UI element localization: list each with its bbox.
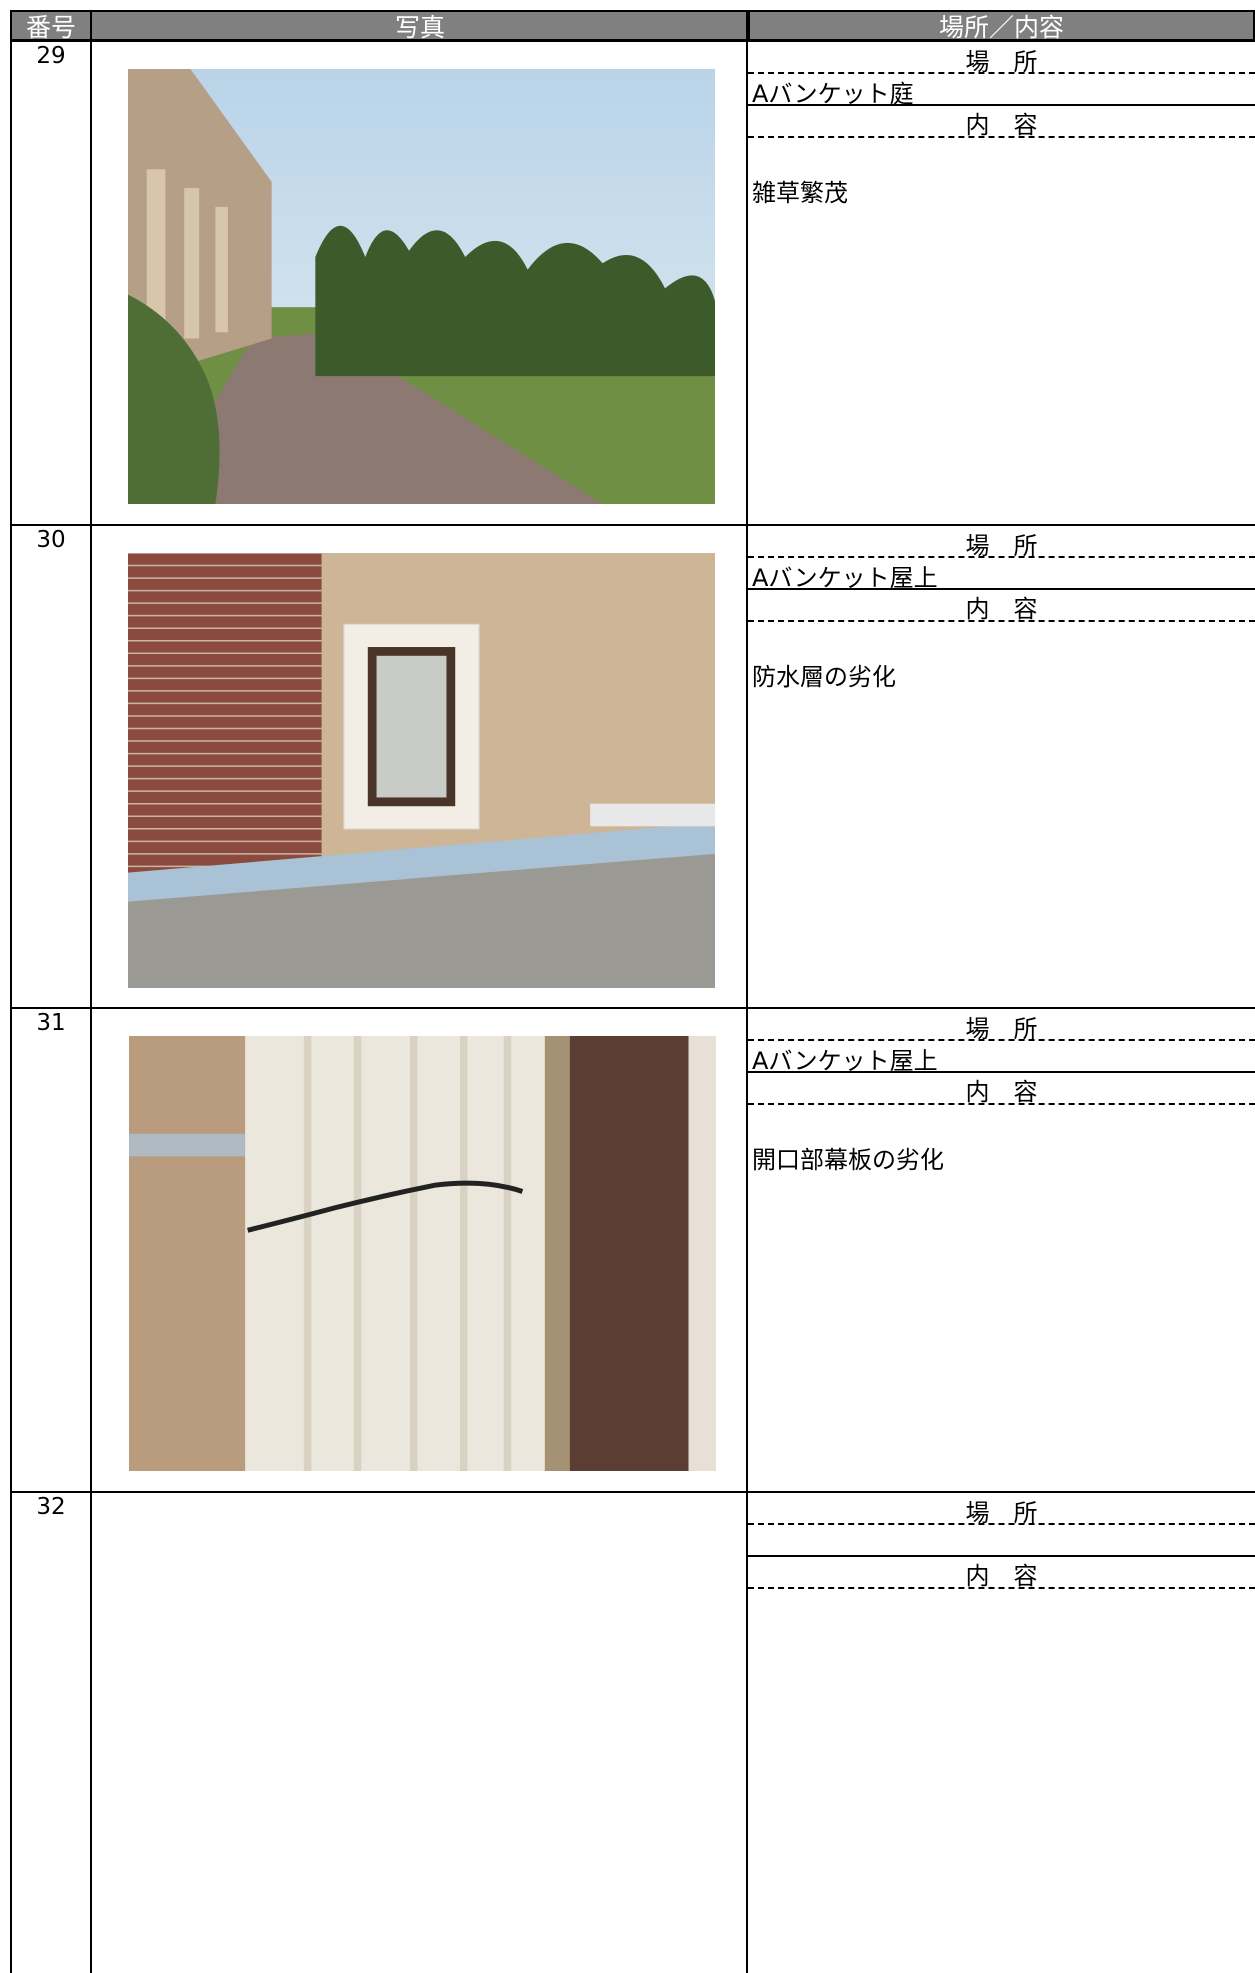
photo [129, 1036, 716, 1471]
header-place-content: 場所／内容 [748, 10, 1255, 42]
divider [748, 588, 1255, 590]
divider [748, 136, 1255, 138]
divider [748, 1039, 1255, 1041]
row-number: 30 [36, 527, 66, 553]
place-label: 場 所 [965, 532, 1038, 560]
place-label: 場 所 [965, 1015, 1038, 1043]
divider [748, 1523, 1255, 1525]
divider [748, 104, 1255, 106]
content-label: 内 容 [965, 111, 1038, 139]
row-border [10, 1491, 1255, 1493]
place: Aバンケット屋上 [752, 1047, 938, 1075]
row-border [10, 1007, 1255, 1009]
divider [748, 1071, 1255, 1073]
row-number: 29 [36, 43, 66, 69]
content-label: 内 容 [965, 1562, 1038, 1590]
row-number: 31 [36, 1010, 66, 1036]
border [746, 10, 748, 1973]
row-border [10, 40, 1255, 42]
content: 雑草繁茂 [752, 179, 848, 207]
content-label: 内 容 [965, 1078, 1038, 1106]
content-label: 内 容 [965, 595, 1038, 623]
place-label: 場 所 [965, 1499, 1038, 1527]
divider [748, 1103, 1255, 1105]
divider [748, 556, 1255, 558]
header-number: 番号 [10, 10, 92, 42]
place: Aバンケット庭 [752, 80, 914, 108]
place-label: 場 所 [965, 48, 1038, 76]
divider [748, 1587, 1255, 1589]
header-photo: 写真 [90, 10, 750, 42]
row-border [10, 524, 1255, 526]
divider [748, 620, 1255, 622]
content: 防水層の劣化 [752, 663, 896, 691]
divider [748, 1555, 1255, 1557]
row-number: 32 [36, 1494, 66, 1520]
border [10, 10, 12, 1973]
photo [128, 69, 715, 504]
divider [748, 72, 1255, 74]
border [90, 10, 92, 1973]
content: 開口部幕板の劣化 [752, 1146, 944, 1174]
place: Aバンケット屋上 [752, 564, 938, 592]
photo [128, 552, 715, 988]
